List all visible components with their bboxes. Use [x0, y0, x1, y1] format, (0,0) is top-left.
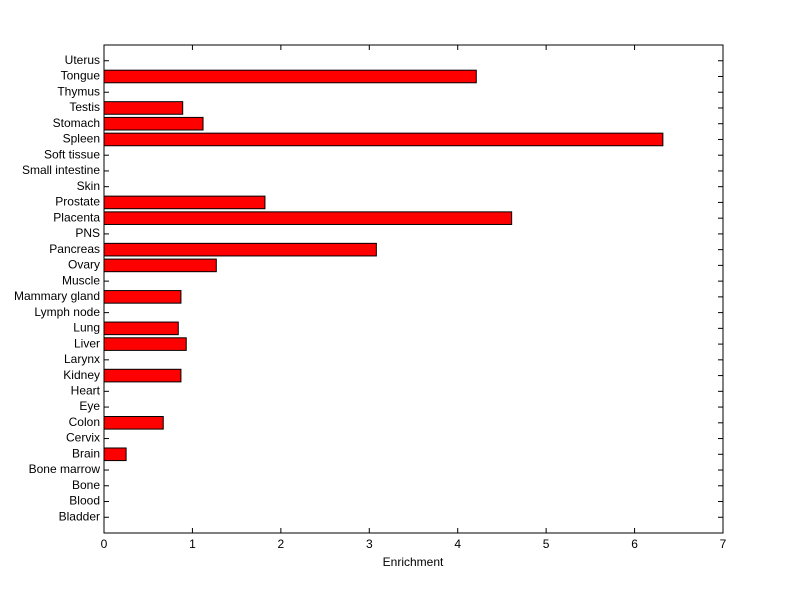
bar: [103, 132, 664, 147]
y-tick-label: Colon: [69, 415, 100, 429]
y-tick-label: Spleen: [63, 132, 100, 146]
y-tick-label: Muscle: [62, 273, 100, 287]
y-tick-label: Liver: [74, 336, 100, 350]
y-tick-label: Prostate: [55, 195, 100, 209]
y-tick-label: Thymus: [57, 84, 100, 98]
y-tick-label: Tongue: [61, 69, 101, 83]
y-tick-label: Kidney: [63, 368, 100, 382]
y-tick-label: Skin: [77, 179, 100, 193]
y-tick-label: Larynx: [64, 352, 100, 366]
x-tick-label: 7: [720, 537, 727, 551]
x-tick-label: 1: [189, 537, 196, 551]
bar: [103, 416, 164, 430]
bar: [103, 116, 204, 131]
bar: [103, 447, 127, 462]
y-tick-label: Small intestine: [22, 163, 100, 177]
x-axis-label: Enrichment: [383, 555, 444, 569]
y-tick-label: Bladder: [59, 509, 100, 523]
bar: [103, 321, 179, 336]
bar: [103, 101, 184, 115]
x-tick-label: 3: [366, 537, 373, 551]
y-tick-label: Eye: [79, 399, 100, 413]
y-tick-label: Bone marrow: [29, 462, 101, 476]
y-tick-label: Uterus: [65, 53, 100, 67]
bar: [103, 69, 477, 84]
bar: [103, 290, 182, 304]
x-tick-label: 4: [454, 537, 461, 551]
plot-frame: [103, 44, 724, 534]
bar: [103, 368, 182, 383]
y-tick-label: Placenta: [53, 210, 100, 224]
y-tick-label: Pancreas: [49, 242, 100, 256]
y-tick-label: PNS: [75, 226, 100, 240]
x-tick-label: 2: [278, 537, 285, 551]
y-tick-label: Ovary: [68, 258, 100, 272]
bar: [103, 242, 377, 257]
y-tick-label: Cervix: [66, 431, 100, 445]
y-tick-label: Bone: [72, 478, 100, 492]
y-tick-label: Soft tissue: [44, 147, 100, 161]
y-tick-label: Lymph node: [34, 305, 100, 319]
x-tick-label: 5: [543, 537, 550, 551]
y-tick-label: Mammary gland: [14, 289, 100, 303]
y-tick-label: Heart: [71, 383, 101, 397]
bar: [103, 211, 513, 225]
x-tick-label: 6: [631, 537, 638, 551]
y-tick-label: Lung: [73, 321, 100, 335]
y-tick-label: Blood: [69, 494, 100, 508]
bar: [103, 258, 217, 273]
y-tick-label: Stomach: [53, 116, 100, 130]
y-tick-label: Brain: [72, 446, 100, 460]
bar: [103, 195, 266, 210]
y-tick-label: Testis: [69, 100, 100, 114]
bar: [103, 337, 187, 351]
x-tick-label: 0: [101, 537, 108, 551]
